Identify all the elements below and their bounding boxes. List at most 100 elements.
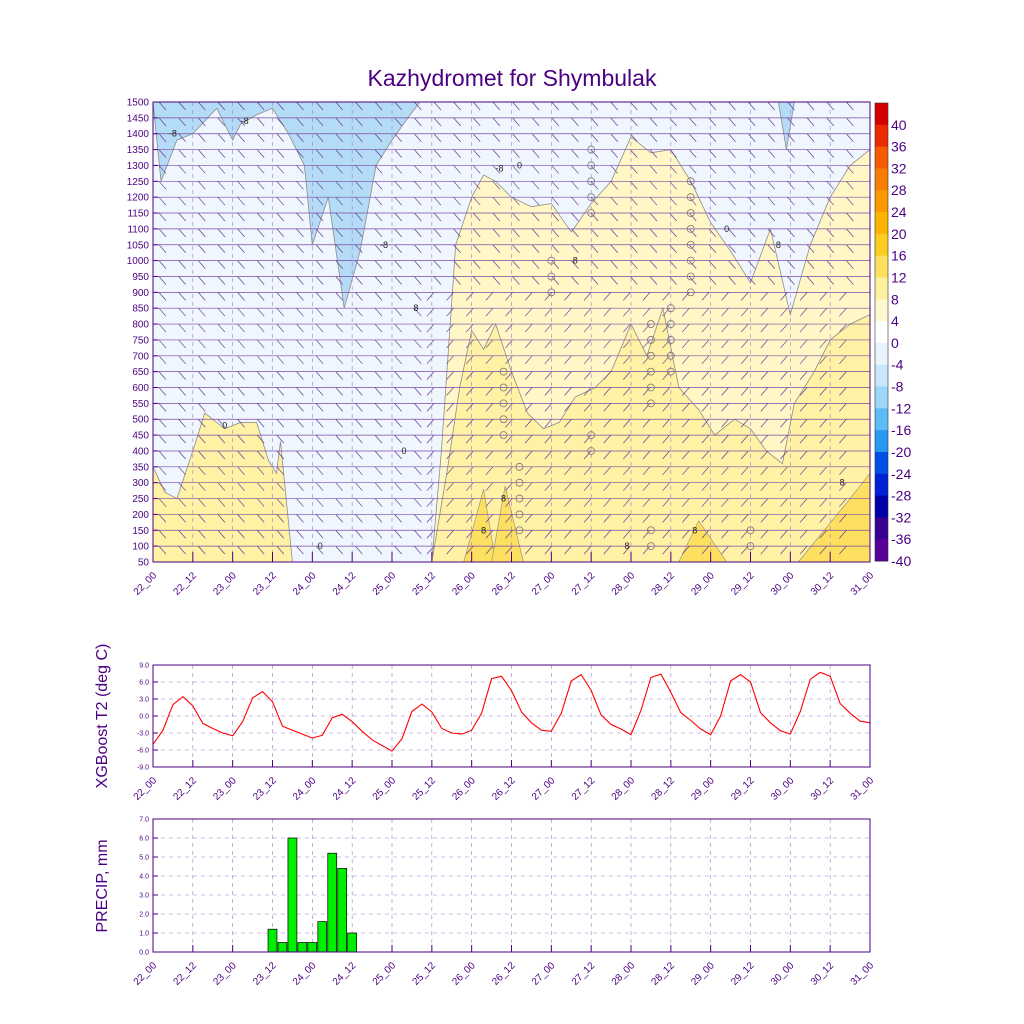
- wind-barb: [256, 260, 265, 269]
- wind-barb: [394, 450, 402, 460]
- wind-barb: [237, 101, 245, 111]
- wind-barb: [374, 244, 383, 253]
- wind-barb: [394, 292, 402, 301]
- wind-barb: [760, 403, 769, 412]
- wind-barb: [681, 514, 690, 523]
- wind-barb: [688, 149, 697, 158]
- wind-barb: [256, 514, 265, 523]
- wind-barb: [662, 530, 670, 539]
- wind-barb: [721, 307, 729, 317]
- wind-barb: [237, 228, 245, 238]
- wind-barb: [446, 307, 454, 317]
- colorbar-swatch: [875, 212, 888, 235]
- wind-barb: [394, 307, 402, 317]
- wind-barb: [571, 133, 579, 142]
- wind-barb: [256, 498, 265, 507]
- wind-barb: [544, 292, 553, 301]
- colorbar-label: 40: [891, 117, 907, 133]
- wind-barb: [178, 181, 186, 190]
- wind-barb: [688, 276, 697, 285]
- wind-barb: [505, 466, 513, 476]
- section-x-tick-label: 24_00: [291, 570, 319, 598]
- y-tick-label: -9.0: [137, 765, 149, 772]
- wind-barb: [237, 307, 245, 317]
- wind-barb: [799, 292, 808, 301]
- wind-barb: [256, 466, 265, 476]
- wind-barb: [394, 181, 402, 190]
- wind-barb: [178, 419, 186, 428]
- y-tick-label: 700: [132, 351, 149, 362]
- t2-panel: 9.0 6.0 3.0 0.0 -3.0 -6.0 -9.0 22_00 22_12 23_00 2…: [132, 663, 877, 803]
- wind-barb: [610, 101, 618, 111]
- wind-barb: [531, 260, 540, 269]
- wind-barb: [681, 371, 690, 380]
- wind-barb: [583, 434, 592, 444]
- wind-barb: [531, 196, 540, 206]
- wind-barb: [256, 276, 265, 285]
- wind-barb: [839, 514, 847, 523]
- wind-barb: [158, 514, 167, 523]
- wind-barb: [524, 387, 533, 396]
- wind-barb: [414, 117, 422, 127]
- wind-barb: [453, 181, 461, 190]
- wind-barb: [315, 165, 324, 174]
- wind-barb: [414, 387, 422, 396]
- wind-barb: [198, 498, 206, 507]
- wind-barb: [256, 450, 265, 460]
- wind-barb: [662, 545, 670, 555]
- wind-barb: [374, 545, 383, 555]
- wind-barb: [198, 545, 206, 555]
- wind-barb: [583, 292, 592, 301]
- wind-barb: [335, 434, 344, 444]
- wind-barb: [819, 434, 827, 444]
- wind-barb: [394, 117, 402, 127]
- wind-barb: [839, 355, 847, 365]
- wind-barb: [158, 228, 167, 238]
- wind-barb: [446, 482, 454, 491]
- t2-x-tick-label: 29_00: [689, 775, 717, 803]
- y-tick-label: 200: [132, 510, 149, 521]
- wind-barb: [531, 228, 540, 238]
- wind-barb: [237, 292, 245, 301]
- wind-barb: [721, 434, 729, 444]
- wind-barb: [505, 323, 513, 333]
- wind-barb: [603, 482, 611, 491]
- wind-barb: [740, 482, 749, 491]
- colorbar-label: -24: [891, 466, 911, 482]
- calm-wind-circle: [647, 367, 655, 376]
- wind-barb: [846, 101, 854, 111]
- wind-barb: [433, 165, 442, 174]
- wind-barb: [492, 165, 501, 174]
- wind-barb: [414, 339, 422, 349]
- wind-barb: [158, 323, 167, 333]
- calm-wind-circle: [515, 478, 524, 487]
- wind-barb: [747, 228, 756, 238]
- wind-barb: [296, 276, 304, 285]
- t2-x-tick-label: 24_12: [331, 775, 359, 803]
- wind-barb: [799, 307, 808, 317]
- wind-barb: [590, 196, 599, 206]
- wind-barb: [374, 498, 383, 507]
- wind-barb: [780, 530, 788, 539]
- wind-barb: [315, 307, 324, 317]
- calm-wind-circle: [515, 462, 524, 471]
- wind-barb: [708, 133, 717, 142]
- wind-barb: [721, 339, 729, 349]
- wind-barb: [590, 181, 599, 190]
- wind-barb: [799, 403, 808, 412]
- wind-barb: [603, 403, 611, 412]
- wind-barb: [374, 387, 383, 396]
- wind-barb: [335, 371, 344, 380]
- wind-barb: [426, 292, 435, 301]
- wind-barb: [642, 355, 651, 365]
- wind-barb: [610, 117, 618, 127]
- wind-barb: [610, 196, 618, 206]
- wind-barb: [355, 133, 363, 142]
- colorbar-label: 12: [891, 269, 907, 285]
- wind-barb: [806, 228, 815, 238]
- wind-barb: [603, 530, 611, 539]
- wind-barb: [531, 101, 540, 111]
- wind-barb: [414, 101, 422, 111]
- wind-barb: [355, 530, 363, 539]
- wind-barb: [642, 498, 651, 507]
